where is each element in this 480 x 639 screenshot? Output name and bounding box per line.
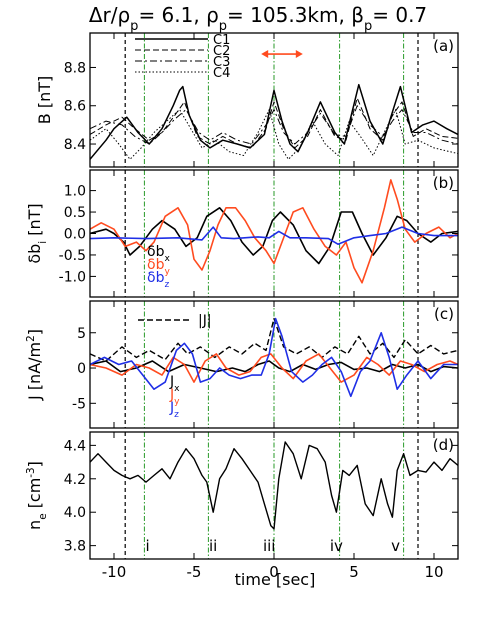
- y-axis-label: δbi [nT]: [25, 203, 49, 263]
- x-tick-label: 0: [269, 563, 279, 581]
- legend-label-abs-J: |J|: [198, 313, 212, 329]
- y-tick-label: 0.5: [64, 205, 86, 221]
- y-tick-label: 4.4: [64, 438, 86, 454]
- y-tick-label: 8.8: [64, 60, 86, 76]
- y-tick-label: 3.8: [64, 539, 86, 555]
- panel-label: (c): [434, 305, 454, 323]
- legend-label-dbz: δbz: [147, 270, 169, 290]
- legend-label-Jx: Jx: [169, 374, 180, 394]
- x-tick-label: 10: [424, 563, 443, 581]
- y-tick-label: -0.5: [59, 248, 86, 264]
- y-tick-label: 5: [77, 326, 86, 342]
- series-line-Jz: [90, 317, 458, 398]
- y-axis-label: J [nA/m2]: [25, 329, 44, 401]
- region-label: ii: [209, 537, 217, 555]
- y-axis-label: B [nT]: [35, 76, 54, 124]
- series-line-C2: [90, 97, 458, 149]
- y-tick-label: 8.6: [64, 99, 86, 115]
- x-tick-label: -5: [187, 563, 202, 581]
- legend-label-Jy: Jy: [169, 387, 180, 407]
- y-tick-label: 8.4: [64, 137, 86, 153]
- region-label: i: [146, 537, 150, 555]
- y-tick-label: 4.0: [64, 505, 86, 521]
- series-line-Jy: [90, 353, 458, 383]
- legend-label-C4: C4: [213, 66, 230, 81]
- series-line-C1: [90, 83, 458, 160]
- series-line-C3: [90, 105, 458, 145]
- legend-label-C1: C1: [213, 33, 230, 48]
- series-line-C4: [90, 109, 458, 160]
- x-axis-label: time [sec]: [235, 570, 316, 589]
- panel-label: (b): [433, 174, 454, 192]
- y-tick-label: 0.0: [64, 227, 86, 243]
- y-axis-label: ne [cm-3]: [25, 461, 49, 530]
- legend-label-dby: δby: [147, 257, 170, 277]
- scale-arrow: [261, 50, 303, 59]
- panel-label: (a): [433, 37, 454, 55]
- legend-label-C2: C2: [213, 44, 230, 59]
- region-label: iv: [330, 537, 343, 555]
- panel-label: (d): [433, 436, 454, 454]
- y-tick-label: -1.0: [59, 269, 86, 285]
- series-line-ne: [90, 441, 458, 530]
- series-line-|J|: [90, 317, 458, 362]
- region-label: v: [391, 537, 400, 555]
- series-line-δby: [90, 179, 458, 284]
- y-tick-label: -5: [72, 396, 86, 412]
- y-tick-label: 1.0: [64, 184, 86, 200]
- legend-label-dbx: δbx: [147, 244, 170, 264]
- y-tick-label: 4.2: [64, 472, 86, 488]
- x-tick-label: -10: [102, 563, 127, 581]
- y-tick-label: 0: [77, 361, 86, 377]
- x-tick-label: 5: [349, 563, 359, 581]
- legend-label-C3: C3: [213, 55, 230, 70]
- region-label: iii: [263, 537, 276, 555]
- series-line-δbz: [90, 226, 458, 245]
- legend-label-Jz: Jz: [169, 400, 179, 420]
- figure-title: Δr/ρp= 6.1, ρp= 105.3km, βp= 0.7: [89, 3, 427, 34]
